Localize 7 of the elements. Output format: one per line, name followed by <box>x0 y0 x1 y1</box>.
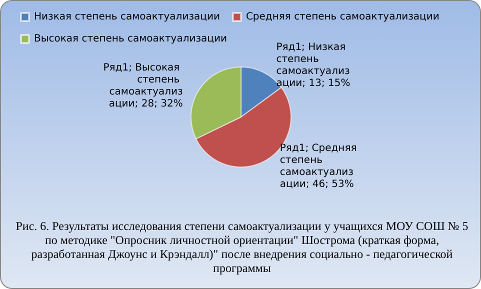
data-label: Ряд1; Средняя степень самоактуализации; 46; 53% <box>280 143 360 190</box>
data-label: Ряд1; Высокая степень самоактуализации; 28; 32% <box>103 62 183 110</box>
data-label: Ряд1; Низкая степень самоактуализации; 13; 15% <box>276 42 350 89</box>
legend-label: Средняя степень самоактуализации <box>246 12 440 22</box>
legend-label: Низкая степень самоактуализации <box>34 12 220 22</box>
text: Рис. 6. Результаты исследования степени самоактуализации у учащихся МОУ СОШ № 5 по методике "Опросник личностной ориентации" Шострома (краткая форма, разработанная Джоунс и Крэндалл)" после внедрения социально - педагогической программы <box>14 219 470 275</box>
legend-label: Высокая степень самоактуализации <box>34 34 227 44</box>
